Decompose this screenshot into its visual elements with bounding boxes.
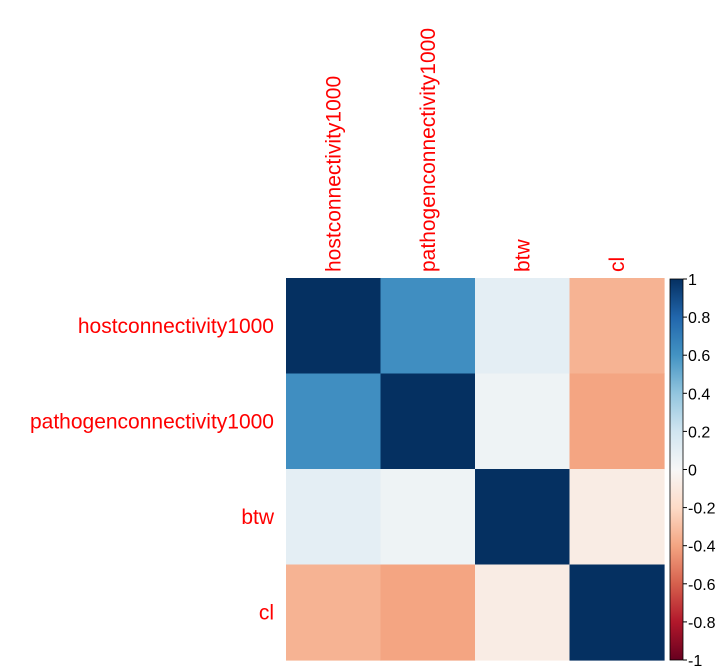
colorbar-tick-label-8: -0.6: [688, 577, 716, 594]
colorbar-tick-label-2: 0.6: [688, 348, 710, 365]
row-labels: hostconnectivity1000 pathogenconnectivity…: [30, 315, 275, 625]
colorbar-gradient: [669, 278, 684, 661]
colorbar-tick-label-7: -0.4: [688, 539, 716, 556]
heatmap-cell-1-1: [380, 373, 476, 470]
heatmap-cell-3-3: [569, 564, 665, 661]
row-label-0: hostconnectivity1000: [78, 315, 274, 338]
heatmap-cell-3-2: [475, 564, 571, 661]
colorbar-tick-label-1: 0.8: [688, 310, 710, 327]
heatmap-cell-2-1: [380, 469, 476, 566]
heatmap-cell-1-0: [286, 373, 382, 470]
column-label-1: pathogenconnectivity1000: [417, 28, 440, 272]
colorbar-tick-label-3: 0.4: [688, 386, 710, 403]
heatmap-cell-0-1: [380, 278, 476, 375]
colorbar-tick-label-9: -0.8: [688, 615, 716, 632]
heatmap-cell-2-0: [286, 469, 382, 566]
colorbar-tick-label-6: -0.2: [688, 501, 716, 518]
colorbar-tick-label-0: 1: [688, 272, 697, 289]
row-label-1: pathogenconnectivity1000: [30, 410, 274, 433]
row-label-2: btw: [241, 506, 275, 529]
colorbar-tick-label-5: 0: [688, 463, 697, 480]
column-labels: hostconnectivity1000 pathogenconnectivity…: [322, 28, 629, 272]
heatmap-cell-2-3: [569, 469, 665, 566]
column-label-0: hostconnectivity1000: [322, 76, 345, 272]
colorbar: 1 0.8 0.6 0.4 0.2 0 -0.2 -0.4 -0.6 -0.8 -1: [669, 272, 716, 666]
row-label-3: cl: [259, 601, 274, 624]
heatmap-cells: [286, 278, 665, 661]
heatmap-cell-0-2: [475, 278, 571, 375]
heatmap-cell-3-0: [286, 564, 382, 661]
heatmap-cell-1-2: [475, 373, 571, 470]
heatmap-cell-3-1: [380, 564, 476, 661]
colorbar-tick-label-4: 0.2: [688, 424, 710, 441]
column-label-3: cl: [606, 257, 629, 272]
heatmap-cell-1-3: [569, 373, 665, 470]
colorbar-tick-label-10: -1: [688, 653, 702, 666]
heatmap-cell-0-3: [569, 278, 665, 375]
heatmap-cell-2-2: [475, 469, 571, 566]
heatmap-cell-0-0: [286, 278, 382, 375]
column-label-2: btw: [511, 238, 534, 272]
